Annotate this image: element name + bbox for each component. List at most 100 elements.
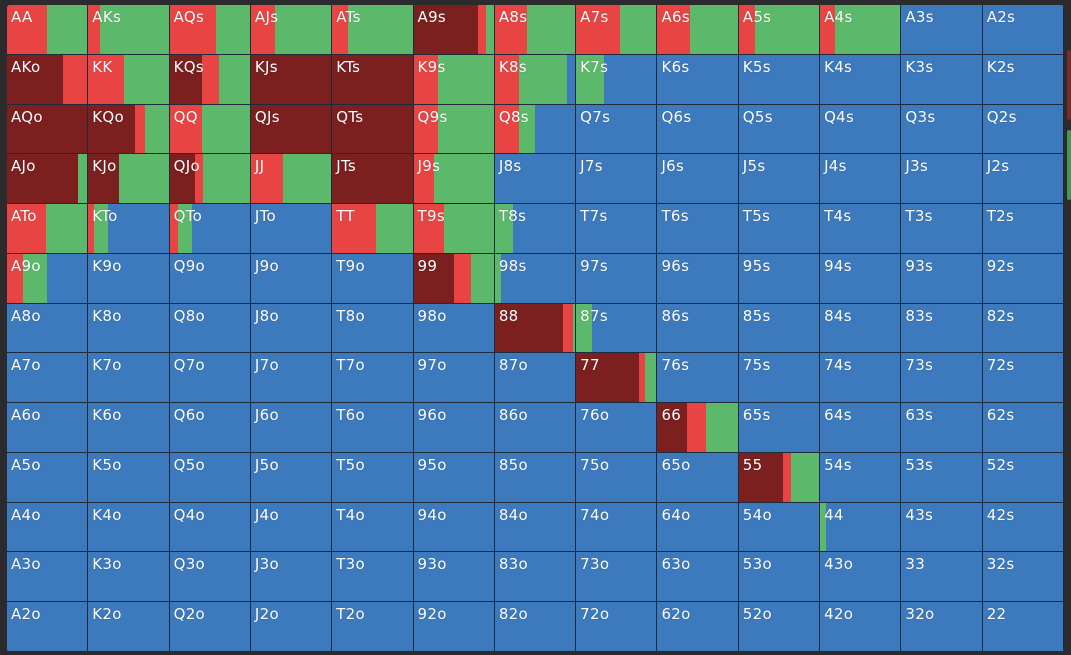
hand-cell-75o[interactable]: 75o	[576, 452, 658, 503]
hand-cell-82s[interactable]: 82s	[982, 303, 1064, 354]
hand-cell-j8o[interactable]: J8o	[250, 303, 333, 354]
hand-cell-q6o[interactable]: Q6o	[169, 403, 251, 453]
hand-cell-83s[interactable]: 83s	[901, 303, 983, 354]
hand-cell-a3s[interactable]: A3s	[901, 5, 983, 55]
hand-cell-tt[interactable]: TT	[332, 204, 414, 254]
hand-cell-54s[interactable]: 54s	[820, 452, 902, 503]
hand-cell-66[interactable]: 66	[657, 403, 739, 453]
hand-cell-aqo[interactable]: AQo	[7, 104, 89, 155]
hand-cell-qq[interactable]: QQ	[169, 104, 251, 155]
hand-cell-87s[interactable]: 87s	[576, 303, 658, 354]
hand-cell-52o[interactable]: 52o	[738, 602, 821, 652]
hand-cell-a7s[interactable]: A7s	[576, 5, 658, 55]
hand-cell-t7o[interactable]: T7o	[332, 353, 414, 404]
hand-cell-q5o[interactable]: Q5o	[169, 452, 251, 503]
hand-cell-86s[interactable]: 86s	[657, 303, 739, 354]
hand-cell-a7o[interactable]: A7o	[7, 353, 89, 404]
hand-cell-a8o[interactable]: A8o	[7, 303, 89, 354]
hand-cell-44[interactable]: 44	[820, 502, 902, 553]
hand-cell-k6o[interactable]: K6o	[88, 403, 170, 453]
hand-cell-65o[interactable]: 65o	[657, 452, 739, 503]
hand-cell-85s[interactable]: 85s	[738, 303, 821, 354]
hand-cell-q3o[interactable]: Q3o	[169, 552, 251, 603]
hand-cell-k5o[interactable]: K5o	[88, 452, 170, 503]
hand-cell-qjo[interactable]: QJo	[169, 154, 251, 205]
hand-cell-k9s[interactable]: K9s	[413, 54, 495, 105]
hand-cell-92o[interactable]: 92o	[413, 602, 495, 652]
hand-cell-63o[interactable]: 63o	[657, 552, 739, 603]
hand-cell-j4s[interactable]: J4s	[820, 154, 902, 205]
hand-cell-aks[interactable]: AKs	[88, 5, 170, 55]
hand-cell-j4o[interactable]: J4o	[250, 502, 333, 553]
hand-cell-65s[interactable]: 65s	[738, 403, 821, 453]
hand-cell-t8s[interactable]: T8s	[494, 204, 577, 254]
hand-cell-kto[interactable]: KTo	[88, 204, 170, 254]
hand-cell-t5o[interactable]: T5o	[332, 452, 414, 503]
hand-cell-ats[interactable]: ATs	[332, 5, 414, 55]
hand-cell-t6s[interactable]: T6s	[657, 204, 739, 254]
hand-cell-92s[interactable]: 92s	[982, 253, 1064, 304]
hand-cell-t3o[interactable]: T3o	[332, 552, 414, 603]
hand-cell-a6o[interactable]: A6o	[7, 403, 89, 453]
hand-cell-j2o[interactable]: J2o	[250, 602, 333, 652]
hand-cell-98o[interactable]: 98o	[413, 303, 495, 354]
hand-cell-q3s[interactable]: Q3s	[901, 104, 983, 155]
hand-cell-94s[interactable]: 94s	[820, 253, 902, 304]
hand-cell-a2o[interactable]: A2o	[7, 602, 89, 652]
hand-cell-87o[interactable]: 87o	[494, 353, 577, 404]
hand-cell-qto[interactable]: QTo	[169, 204, 251, 254]
hand-cell-k5s[interactable]: K5s	[738, 54, 821, 105]
hand-cell-a9o[interactable]: A9o	[7, 253, 89, 304]
hand-cell-t4s[interactable]: T4s	[820, 204, 902, 254]
hand-cell-q8s[interactable]: Q8s	[494, 104, 577, 155]
hand-cell-kjs[interactable]: KJs	[250, 54, 333, 105]
hand-cell-96o[interactable]: 96o	[413, 403, 495, 453]
hand-cell-88[interactable]: 88	[494, 303, 577, 354]
hand-cell-k3s[interactable]: K3s	[901, 54, 983, 105]
hand-cell-jto[interactable]: JTo	[250, 204, 333, 254]
hand-cell-73o[interactable]: 73o	[576, 552, 658, 603]
hand-cell-k8s[interactable]: K8s	[494, 54, 577, 105]
hand-cell-k4o[interactable]: K4o	[88, 502, 170, 553]
hand-cell-a3o[interactable]: A3o	[7, 552, 89, 603]
hand-cell-33[interactable]: 33	[901, 552, 983, 603]
hand-cell-k8o[interactable]: K8o	[88, 303, 170, 354]
hand-cell-83o[interactable]: 83o	[494, 552, 577, 603]
hand-cell-97s[interactable]: 97s	[576, 253, 658, 304]
hand-cell-73s[interactable]: 73s	[901, 353, 983, 404]
hand-cell-jts[interactable]: JTs	[332, 154, 414, 205]
hand-cell-82o[interactable]: 82o	[494, 602, 577, 652]
hand-cell-t6o[interactable]: T6o	[332, 403, 414, 453]
hand-cell-j7s[interactable]: J7s	[576, 154, 658, 205]
hand-cell-q2s[interactable]: Q2s	[982, 104, 1064, 155]
hand-cell-j9o[interactable]: J9o	[250, 253, 333, 304]
hand-cell-74s[interactable]: 74s	[820, 353, 902, 404]
hand-cell-96s[interactable]: 96s	[657, 253, 739, 304]
hand-cell-64s[interactable]: 64s	[820, 403, 902, 453]
hand-cell-kk[interactable]: KK	[88, 54, 170, 105]
hand-cell-76s[interactable]: 76s	[657, 353, 739, 404]
hand-cell-jj[interactable]: JJ	[250, 154, 333, 205]
hand-cell-84o[interactable]: 84o	[494, 502, 577, 553]
hand-cell-q9s[interactable]: Q9s	[413, 104, 495, 155]
hand-cell-k6s[interactable]: K6s	[657, 54, 739, 105]
hand-cell-q5s[interactable]: Q5s	[738, 104, 821, 155]
side-scroll-indicator[interactable]	[1065, 50, 1071, 240]
hand-cell-qts[interactable]: QTs	[332, 104, 414, 155]
hand-cell-93o[interactable]: 93o	[413, 552, 495, 603]
hand-cell-kts[interactable]: KTs	[332, 54, 414, 105]
hand-cell-q9o[interactable]: Q9o	[169, 253, 251, 304]
hand-cell-42o[interactable]: 42o	[820, 602, 902, 652]
hand-cell-kqo[interactable]: KQo	[88, 104, 170, 155]
hand-cell-43o[interactable]: 43o	[820, 552, 902, 603]
hand-cell-t9o[interactable]: T9o	[332, 253, 414, 304]
hand-cell-t5s[interactable]: T5s	[738, 204, 821, 254]
hand-cell-t7s[interactable]: T7s	[576, 204, 658, 254]
hand-cell-54o[interactable]: 54o	[738, 502, 821, 553]
hand-cell-q4s[interactable]: Q4s	[820, 104, 902, 155]
hand-cell-k3o[interactable]: K3o	[88, 552, 170, 603]
hand-cell-93s[interactable]: 93s	[901, 253, 983, 304]
hand-cell-q4o[interactable]: Q4o	[169, 502, 251, 553]
hand-cell-k7s[interactable]: K7s	[576, 54, 658, 105]
hand-cell-k7o[interactable]: K7o	[88, 353, 170, 404]
